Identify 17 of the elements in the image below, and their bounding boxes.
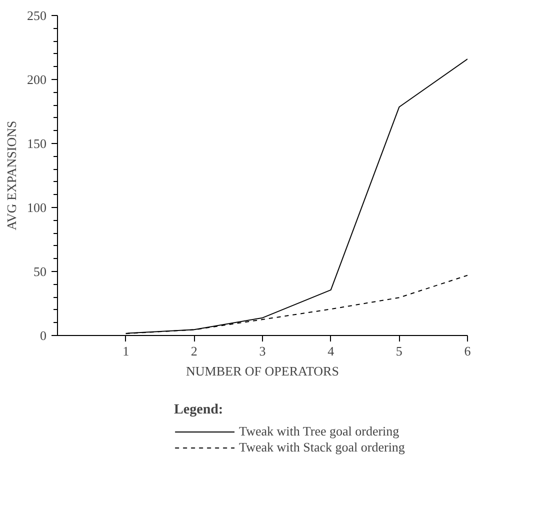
- x-axis-title: NUMBER OF OPERATORS: [186, 364, 339, 378]
- y-tick-label: 250: [27, 8, 46, 23]
- y-tick-label: 150: [27, 136, 46, 151]
- x-tick-label: 3: [259, 344, 266, 358]
- x-tick-label: 2: [190, 344, 198, 358]
- y-tick-label: 0: [40, 328, 46, 343]
- y-axis-title: AVG EXPANSIONS: [4, 120, 19, 230]
- legend-label: Tweak with Stack goal ordering: [239, 439, 405, 455]
- y-tick-label: 200: [27, 72, 46, 87]
- legend-label: Tweak with Tree goal ordering: [239, 423, 400, 439]
- x-tick-label: 6: [464, 344, 472, 358]
- legend-title: Legend:: [174, 402, 224, 418]
- x-tick-label: 1: [122, 344, 130, 358]
- y-tick-label: 100: [27, 200, 46, 215]
- x-tick-label: 5: [396, 344, 402, 358]
- y-tick-label: 50: [34, 264, 46, 279]
- x-tick-label: 4: [328, 344, 335, 358]
